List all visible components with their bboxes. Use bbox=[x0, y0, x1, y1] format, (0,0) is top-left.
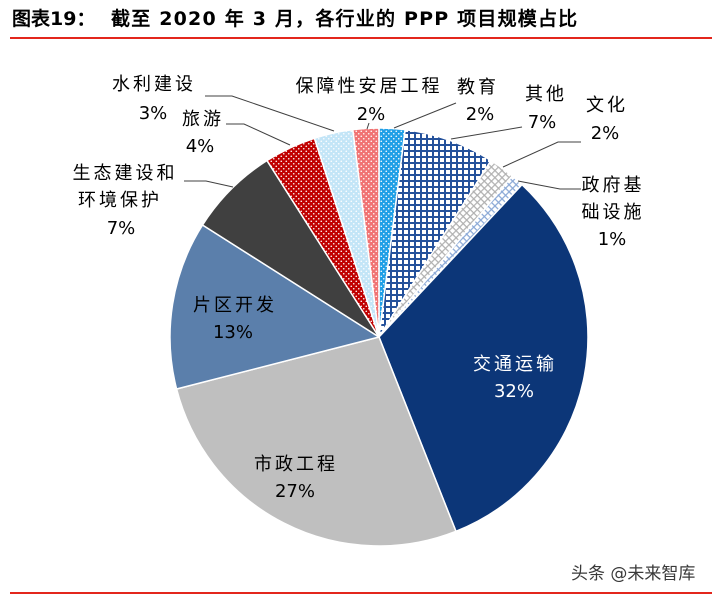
slice-labels: 水利建设 3% 旅游 4% 生态建设和 环境保护 7% 片区开发 13% 市政工… bbox=[73, 74, 645, 502]
leader-line-tourism bbox=[226, 123, 291, 146]
value-tourism: 4% bbox=[186, 136, 215, 157]
value-ecology: 7% bbox=[107, 218, 136, 239]
leader-line-ecology bbox=[184, 180, 234, 188]
label-district-development: 片区开发 bbox=[193, 295, 277, 316]
value-affordable-housing: 2% bbox=[357, 104, 386, 125]
value-transportation: 32% bbox=[494, 381, 534, 402]
leader-line-other bbox=[450, 126, 523, 140]
value-water-conservancy: 3% bbox=[139, 103, 168, 124]
leader-line-affordable-housing bbox=[366, 122, 370, 130]
watermark: 头条 @未来智库 bbox=[571, 564, 696, 584]
footer-divider bbox=[10, 592, 712, 594]
value-district-development: 13% bbox=[213, 322, 253, 343]
value-education: 2% bbox=[466, 104, 495, 125]
value-other: 7% bbox=[528, 112, 557, 133]
slice-affordable-housing bbox=[352, 127, 380, 338]
label-water-conservancy: 水利建设 bbox=[112, 74, 196, 95]
label-gov-infrastructure-line1: 政府基 bbox=[582, 175, 645, 196]
title-divider bbox=[10, 37, 712, 39]
value-municipal-engineering: 27% bbox=[275, 481, 315, 502]
leader-line-culture bbox=[502, 141, 581, 168]
chart-title: 截至 2020 年 3 月，各行业的 PPP 项目规模占比 bbox=[111, 8, 579, 30]
leader-line-water-conservancy bbox=[205, 95, 335, 132]
label-ecology-line2: 环境保护 bbox=[78, 190, 162, 211]
slice-municipal-engineering bbox=[175, 336, 457, 547]
label-education: 教育 bbox=[457, 77, 499, 98]
slice-district-development bbox=[169, 224, 380, 390]
label-culture: 文化 bbox=[586, 95, 628, 116]
leader-lines bbox=[184, 95, 581, 190]
figure-number: 图表19： bbox=[12, 8, 96, 30]
label-municipal-engineering: 市政工程 bbox=[254, 454, 338, 475]
label-tourism: 旅游 bbox=[182, 109, 224, 130]
leader-line-gov-infrastructure bbox=[517, 180, 581, 190]
label-other: 其他 bbox=[525, 84, 567, 105]
pie-slices bbox=[169, 127, 589, 547]
value-gov-infrastructure: 1% bbox=[598, 229, 627, 250]
label-transportation: 交通运输 bbox=[473, 354, 557, 375]
leader-line-education bbox=[393, 102, 457, 129]
value-culture: 2% bbox=[591, 123, 620, 144]
slice-transportation bbox=[378, 183, 589, 533]
label-affordable-housing: 保障性安居工程 bbox=[296, 76, 443, 97]
label-ecology-line1: 生态建设和 bbox=[73, 163, 178, 184]
label-gov-infrastructure-line2: 础设施 bbox=[582, 202, 645, 223]
